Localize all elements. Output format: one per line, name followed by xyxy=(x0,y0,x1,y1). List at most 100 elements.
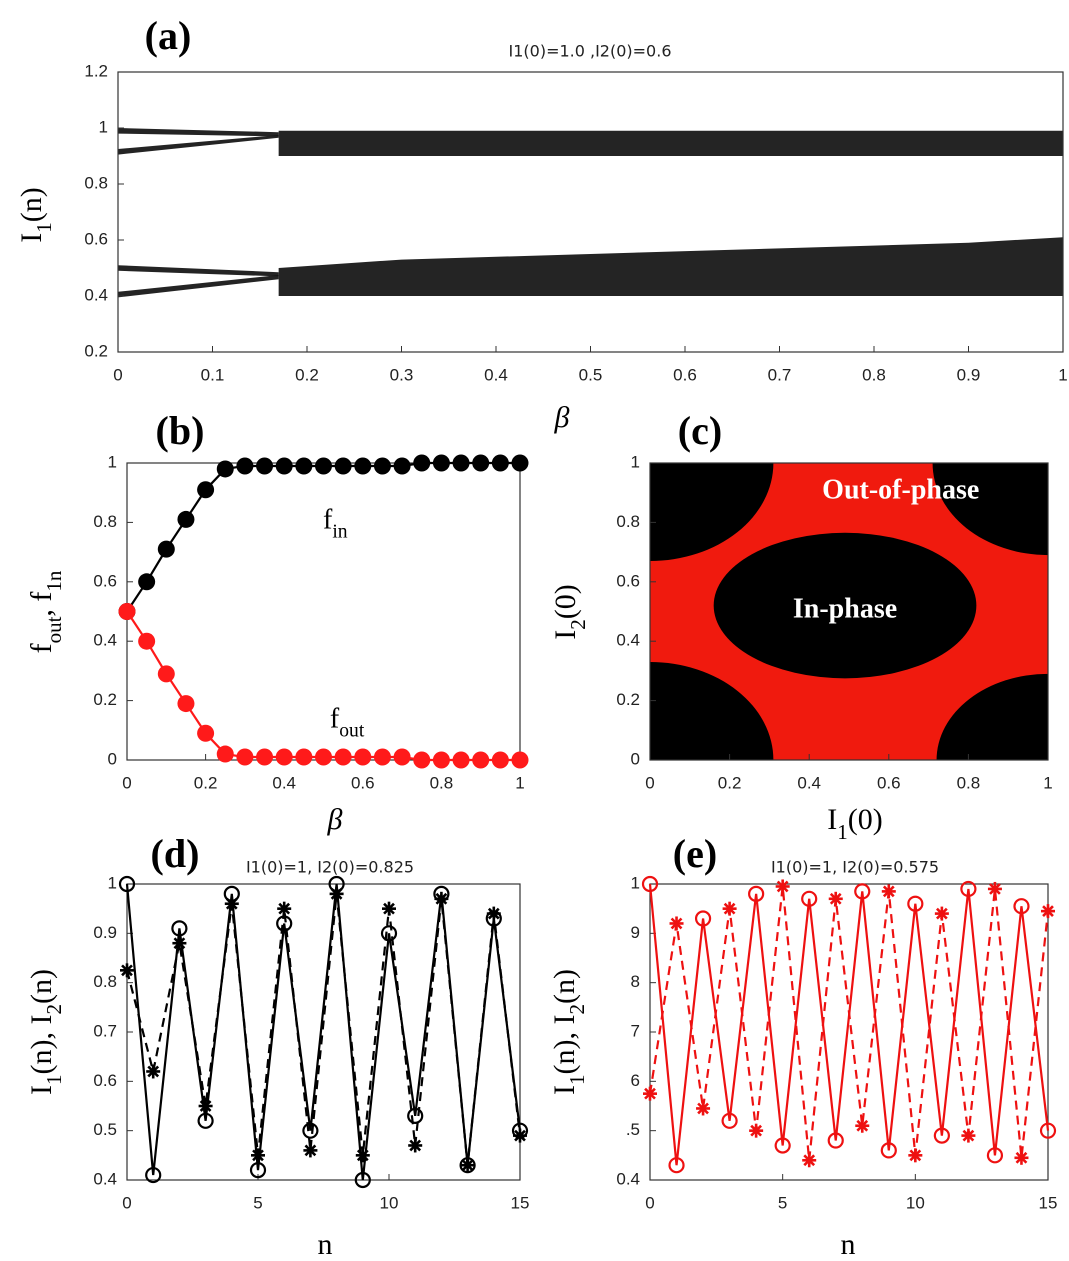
marker xyxy=(513,1128,527,1143)
marker-stroke xyxy=(304,1144,317,1157)
y-tick-label: .5 xyxy=(626,1120,640,1139)
marker xyxy=(256,748,274,766)
series-line xyxy=(126,461,520,613)
marker-stroke xyxy=(1042,905,1054,918)
marker xyxy=(855,1118,870,1133)
panel-label: (b) xyxy=(156,408,205,453)
y-axis-label: I1(n), I2(n) xyxy=(548,969,589,1095)
y-tick-label: 0.4 xyxy=(84,285,108,304)
marker xyxy=(198,1099,213,1113)
marker xyxy=(643,1086,657,1101)
marker xyxy=(236,457,254,475)
basin-region xyxy=(650,662,774,760)
label-subscript: 2 xyxy=(565,1004,589,1015)
y-tick-label: 0.5 xyxy=(93,1120,117,1139)
series-line xyxy=(648,886,1050,1161)
marker xyxy=(197,481,215,499)
x-tick-label: 5 xyxy=(253,1193,262,1212)
x-axis-label: β xyxy=(327,803,343,836)
marker-stroke xyxy=(435,892,448,905)
marker xyxy=(393,457,411,475)
x-tick-label: 15 xyxy=(1039,1193,1058,1212)
x-tick-label: 0.6 xyxy=(673,365,697,384)
y-tick-label: 0.7 xyxy=(93,1021,117,1040)
band xyxy=(118,265,279,277)
marker xyxy=(277,901,292,916)
marker xyxy=(295,457,313,475)
band xyxy=(278,130,1063,156)
marker xyxy=(511,751,529,769)
marker xyxy=(171,920,188,937)
x-tick-label: 0.8 xyxy=(957,773,981,792)
y-tick-label: 0.8 xyxy=(93,512,117,531)
label-subscript: in xyxy=(332,521,347,542)
marker xyxy=(1014,1150,1029,1165)
label-text: I xyxy=(548,1085,581,1095)
label-text: I xyxy=(15,233,48,243)
marker xyxy=(145,1166,162,1184)
marker xyxy=(393,748,411,766)
marker-stroke xyxy=(121,964,133,977)
marker xyxy=(295,748,313,766)
x-tick-label: 0 xyxy=(122,773,131,792)
marker xyxy=(1041,904,1055,919)
x-tick-label: 0 xyxy=(113,365,122,384)
marker-stroke xyxy=(1015,1151,1028,1164)
basin-region xyxy=(936,673,1048,760)
marker xyxy=(407,1107,424,1124)
marker xyxy=(157,540,175,558)
marker xyxy=(749,1123,764,1138)
marker xyxy=(118,603,136,620)
label-text: f xyxy=(330,704,340,735)
x-tick-label: 0.9 xyxy=(957,365,981,384)
marker xyxy=(146,1064,161,1079)
y-tick-label: 0 xyxy=(631,749,640,768)
x-tick-label: 10 xyxy=(906,1193,925,1212)
marker xyxy=(802,1153,817,1168)
y-tick-label: 0.2 xyxy=(93,690,117,709)
marker xyxy=(472,751,490,769)
marker xyxy=(432,454,450,472)
marker xyxy=(302,1122,319,1139)
marker xyxy=(118,875,136,893)
y-tick-label: 1 xyxy=(99,117,108,136)
marker xyxy=(334,457,352,475)
marker xyxy=(775,879,790,894)
x-tick-label: 0.6 xyxy=(351,773,375,792)
marker-stroke xyxy=(750,1124,763,1137)
label-text: (n), I xyxy=(548,1015,581,1075)
marker xyxy=(432,751,450,769)
label-text: In-phase xyxy=(793,594,897,625)
series-line xyxy=(648,883,1050,1166)
y-tick-label: 1 xyxy=(108,452,117,471)
label-text: , f xyxy=(25,592,58,617)
y-tick-label: 9 xyxy=(631,923,640,942)
x-tick-label: 0.6 xyxy=(877,773,901,792)
plot-area xyxy=(650,463,1048,760)
marker xyxy=(668,1157,685,1174)
marker-stroke xyxy=(882,885,895,898)
marker xyxy=(224,896,239,911)
x-tick-label: 0 xyxy=(645,1193,654,1212)
y-tick-label: 0.2 xyxy=(616,690,640,709)
x-tick-label: 0.3 xyxy=(390,365,414,384)
marker xyxy=(986,1147,1004,1164)
marker xyxy=(334,748,352,766)
label-text: (n), I xyxy=(25,1015,58,1075)
y-tick-label: 0.2 xyxy=(84,341,108,360)
plot-frame xyxy=(117,71,1064,353)
marker xyxy=(197,724,215,742)
marker xyxy=(641,875,659,893)
marker xyxy=(408,1138,423,1153)
y-axis-label: I1(n), I2(n) xyxy=(25,969,66,1095)
label-text: I xyxy=(25,1085,58,1095)
x-tick-label: 0.4 xyxy=(797,773,821,792)
marker-stroke xyxy=(670,917,683,930)
marker xyxy=(472,454,490,472)
marker-stroke xyxy=(278,902,291,915)
marker xyxy=(694,910,712,927)
series-line xyxy=(125,893,522,1166)
label-text: (n) xyxy=(548,969,581,1004)
marker-stroke xyxy=(409,1139,422,1152)
series-line xyxy=(126,610,520,762)
